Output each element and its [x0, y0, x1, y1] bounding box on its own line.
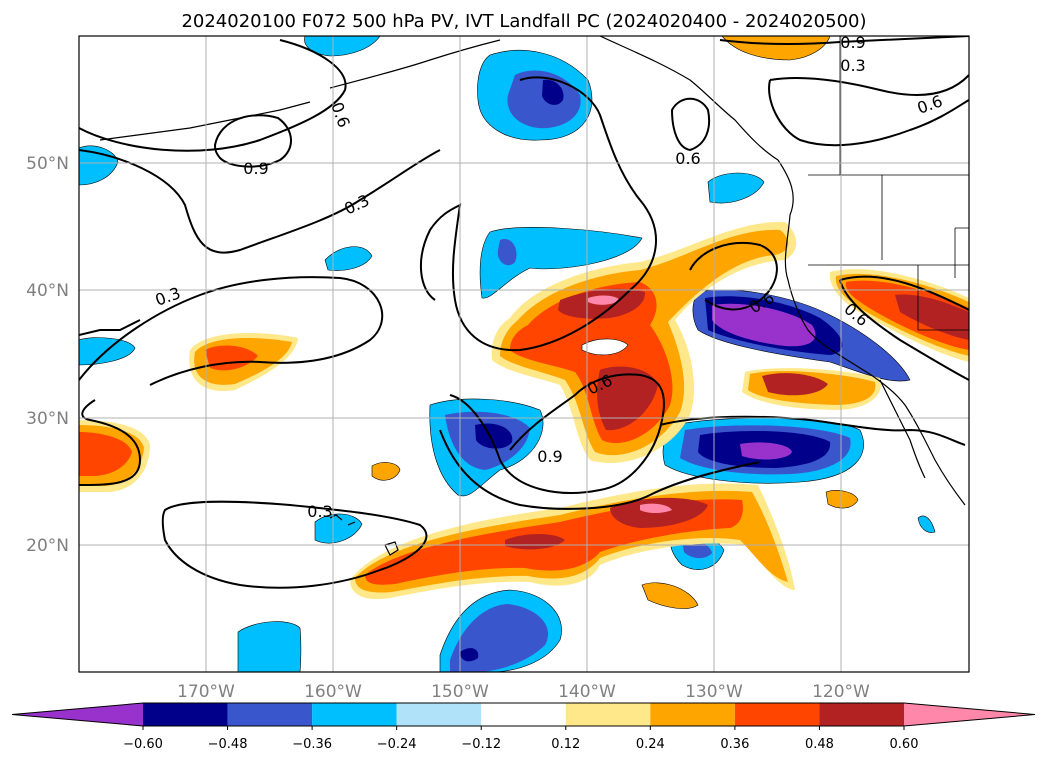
shade-central-hole [581, 338, 629, 356]
colorbar-tick-label: −0.12 [461, 737, 501, 752]
lon-label: 170°W [177, 682, 235, 702]
contour-ring-0-9 [213, 114, 292, 168]
contour-0-6-south [439, 429, 761, 510]
shade-central-negative [479, 227, 643, 299]
shade-south-max [460, 648, 479, 662]
colorbar-segment [819, 703, 904, 726]
contour-0-3-lower [79, 276, 384, 386]
shade-subtrop-max [475, 423, 513, 449]
coastline-baja [879, 379, 926, 479]
coastline-aleutians [99, 101, 311, 141]
lat-label: 20°N [26, 536, 69, 556]
border-states [808, 175, 969, 331]
lon-label: 160°W [304, 682, 362, 702]
contour-0-3-edge [79, 319, 141, 336]
contour-gulf-loop [419, 76, 657, 352]
colorbar-tick-label: −0.60 [123, 737, 163, 752]
shade-small-positive [371, 462, 401, 481]
shade-central-max [588, 295, 620, 305]
colorbar-segment [143, 703, 228, 726]
ivt-contours [79, 36, 969, 589]
lon-label: 120°W [812, 682, 870, 702]
colorbar-tick-label: 0.48 [805, 737, 834, 752]
colorbar-tick-label: 0.12 [551, 737, 580, 752]
gridlines [79, 36, 969, 672]
shade-east-positive-red [762, 373, 828, 396]
colorbar-segment [734, 703, 820, 726]
shade-sw-negative [237, 621, 302, 672]
contour-coast-0-6 [689, 241, 778, 311]
colorbar-tick-label: −0.24 [377, 737, 417, 752]
colorbar-segment [312, 703, 397, 726]
colorbar-segment [565, 703, 651, 726]
shade-hawaii-negative [314, 513, 363, 544]
colorbar-tick-label: 0.60 [890, 737, 919, 752]
longitude-labels: 170°W 160°W 150°W 140°W 130°W 120°W [177, 682, 870, 702]
shade-far-se-negative [917, 515, 936, 533]
shade-subtrop-jet-darkred-2 [505, 534, 565, 550]
coastline-gulf-alaska [599, 36, 779, 161]
contour-label: 0.9 [537, 447, 562, 466]
colorbar-tick-label: −0.48 [208, 737, 248, 752]
colorbar-extend-max [904, 703, 1035, 726]
shade-edge-red [79, 432, 132, 476]
colorbar-tick-label: 0.24 [636, 737, 665, 752]
lon-label: 140°W [558, 682, 616, 702]
latitude-labels: 50°N 40°N 30°N 20°N [26, 154, 69, 556]
coastline-alaska [329, 39, 501, 89]
lon-label: 130°W [685, 682, 743, 702]
contour-0-3-north [79, 149, 441, 254]
shade-pnw-darkred [895, 294, 969, 340]
contour-label: 0.6 [675, 149, 700, 168]
shade-subtrop-jet-darkred [610, 497, 708, 528]
figure-title: 2024020100 F072 500 hPa PV, IVT Landfall… [181, 11, 866, 32]
map-panel: 0.9 0.6 0.3 0.6 0.9 0.3 0.6 0.3 0.6 0.6 … [78, 33, 970, 673]
contour-bc-0-6 [670, 97, 710, 152]
contour-west-loop [79, 399, 142, 486]
contour-label: 0.3 [840, 56, 865, 75]
shade-small-blob-negative [324, 246, 373, 271]
contour-label: 0.9 [840, 33, 865, 52]
colorbar-tick-label: 0.36 [720, 737, 749, 752]
shade-central-core [497, 239, 517, 266]
lat-label: 40°N [26, 281, 69, 301]
lon-label: 150°W [431, 682, 489, 702]
contour-alaska-0-9 [719, 36, 969, 46]
shade-east-max [740, 442, 792, 460]
colorbar-extend-min [12, 703, 143, 726]
pv-shading [79, 36, 969, 672]
coastline-west-na [777, 159, 966, 506]
colorbar-segment [650, 703, 735, 726]
shade-gulf-alaska-max [542, 79, 564, 105]
political-borders [808, 36, 969, 331]
lat-label: 50°N [26, 154, 69, 174]
contour-alaska-0-3 [768, 74, 969, 147]
colorbar-segment [227, 703, 313, 726]
lat-label: 30°N [26, 409, 69, 429]
shade-subtrop-jet-max [640, 503, 672, 513]
colorbar-tick-label: −0.36 [292, 737, 332, 752]
shade-central-darkred-2 [597, 366, 658, 431]
shade-coast-max [712, 303, 816, 347]
colorbar-segment [396, 703, 482, 726]
contour-label: 0.9 [243, 159, 268, 178]
shade-sub-positive-small [641, 582, 699, 609]
contour-pnw-0-6 [839, 275, 969, 381]
coastline-hawaii [329, 514, 399, 556]
contour-label: 0.3 [307, 502, 332, 521]
contour-top-left-0-6 [79, 39, 347, 152]
map-frame [78, 35, 970, 673]
shade-coast-positive-small [825, 490, 859, 509]
shade-bc-negative [707, 172, 765, 204]
colorbar-segment [481, 703, 566, 726]
colorbar: −0.60 −0.48 −0.36 −0.24 −0.12 0.12 0.24 0.36 0.4… [11, 702, 1036, 752]
contour-0-3-south [161, 500, 428, 589]
coastlines [99, 36, 966, 556]
contour-0-9-south [449, 373, 665, 494]
shade-aleutian-negative [304, 36, 381, 57]
